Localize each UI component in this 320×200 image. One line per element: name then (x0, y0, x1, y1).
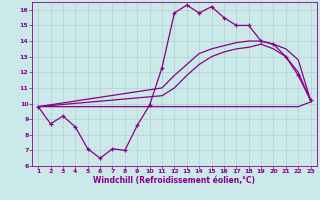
X-axis label: Windchill (Refroidissement éolien,°C): Windchill (Refroidissement éolien,°C) (93, 176, 255, 185)
